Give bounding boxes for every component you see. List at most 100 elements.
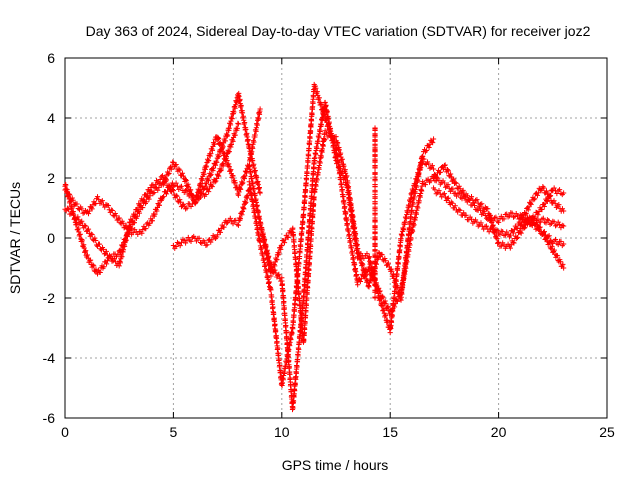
data-point-marker [535,190,541,196]
data-point-marker [147,189,153,195]
data-point-marker [352,261,358,268]
data-point-marker [245,136,251,143]
data-point-marker [292,381,298,387]
data-point-marker [551,198,557,204]
data-point-marker [540,215,546,221]
data-point-marker [183,177,189,184]
data-point-marker [388,319,395,325]
data-point-marker [261,238,267,244]
data-point-marker [413,184,420,190]
data-point-marker [389,312,395,319]
data-point-marker [74,201,80,207]
data-point-marker [311,201,317,208]
data-point-marker [372,152,378,158]
data-point-marker [531,196,537,203]
data-point-marker [215,135,222,142]
data-point-marker [273,335,280,341]
data-point-marker [343,210,349,217]
data-point-marker [382,298,388,304]
data-point-marker [325,116,331,122]
data-point-marker [420,153,426,159]
data-point-marker [402,267,408,273]
data-point-marker [149,218,155,224]
data-point-marker [504,211,510,217]
data-point-marker [501,216,507,222]
data-point-marker [305,285,311,291]
data-point-marker [215,134,221,141]
data-point-marker [143,194,149,200]
data-point-marker [63,182,69,188]
data-point-marker [512,213,518,220]
data-point-marker [243,199,249,205]
data-point-marker [395,261,401,267]
data-point-marker [318,153,324,159]
data-point-marker [315,138,321,144]
data-point-marker [479,201,485,207]
data-point-marker [416,198,422,204]
data-point-marker [397,244,403,250]
data-point-marker [276,250,282,256]
data-point-marker [287,339,293,345]
data-point-marker [311,166,317,172]
data-point-marker [214,234,220,240]
data-point-marker [527,200,533,207]
data-point-marker [99,198,105,204]
data-point-marker [398,236,404,242]
y-tick-label: 2 [47,170,55,186]
data-point-marker [90,262,96,268]
data-point-marker [300,219,306,225]
data-point-marker [399,233,405,239]
data-point-marker [88,231,94,237]
data-point-marker [285,347,291,353]
data-point-marker [134,208,140,214]
data-point-marker [372,236,378,242]
data-point-marker [383,258,389,264]
data-point-marker [278,246,284,252]
data-point-marker [302,276,308,282]
data-point-marker [206,188,212,195]
data-point-marker [80,210,86,216]
data-point-marker [389,268,395,274]
data-point-marker [310,208,316,214]
data-point-marker [372,165,378,171]
data-point-marker [290,405,296,411]
data-point-marker [372,158,378,164]
data-point-marker [232,180,238,186]
data-point-marker [247,185,253,191]
data-point-marker [372,277,378,283]
data-point-marker [130,230,136,236]
data-point-marker [238,186,244,192]
data-point-marker [295,284,301,290]
data-point-marker [347,197,353,203]
data-point-marker [319,146,325,152]
data-point-marker [457,207,463,213]
data-point-marker [383,312,389,318]
data-point-marker [404,243,411,249]
data-point-marker [257,106,263,112]
data-point-marker [445,182,451,188]
data-point-marker [224,157,230,164]
data-point-marker [372,289,378,295]
data-point-marker [311,194,317,200]
data-point-marker [272,321,278,327]
data-point-marker [78,219,84,225]
data-point-marker [372,247,378,253]
data-point-marker [274,257,280,263]
data-point-marker [281,305,287,311]
data-point-marker [225,132,231,138]
data-point-marker [315,170,321,176]
data-point-marker [436,177,442,183]
data-point-marker [150,191,156,197]
data-point-marker [257,190,263,196]
data-point-marker [87,258,93,264]
data-point-marker [301,294,307,300]
data-point-marker [345,180,351,186]
data-point-marker [211,141,218,147]
data-point-marker [144,191,150,197]
data-point-marker [64,189,71,195]
data-point-marker [74,222,80,228]
data-point-marker [379,303,385,309]
data-point-marker [182,176,189,183]
data-point-marker [156,202,162,208]
data-point-marker [170,188,176,194]
